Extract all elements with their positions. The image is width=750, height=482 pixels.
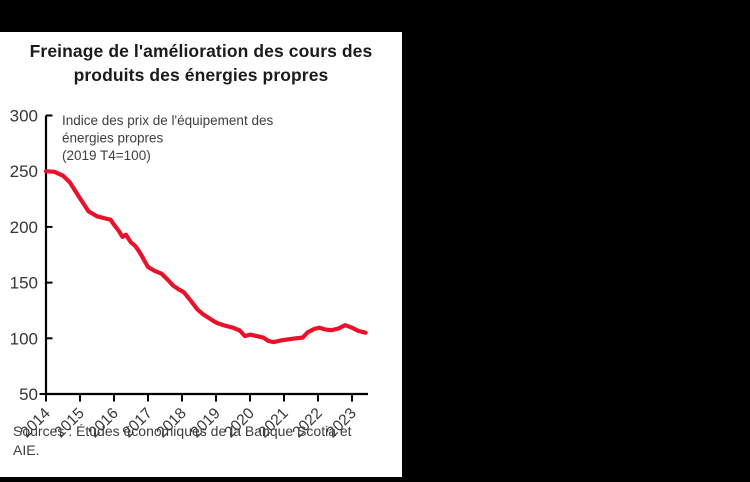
y-tick-label: 100 <box>10 329 38 348</box>
axes <box>44 115 368 396</box>
source-note-line-1: Sources : Études économiques de la Banqu… <box>13 423 352 439</box>
chart-panel: Freinage de l'amélioration des cours des… <box>0 32 402 477</box>
y-tick-labels: 50 100 150 200 250 300 <box>10 107 38 405</box>
y-tick-label: 250 <box>10 162 38 181</box>
chart-title-line-1: Freinage de l'amélioration des cours des <box>29 41 373 61</box>
y-tick-label: 200 <box>10 218 38 237</box>
annotation-line: énergies propres <box>62 131 164 146</box>
chart-title: Freinage de l'amélioration des cours des… <box>0 39 402 87</box>
source-note-line-2: AIE. <box>13 442 40 458</box>
y-tick-label: 300 <box>10 107 38 126</box>
y-tick-label: 50 <box>19 385 38 404</box>
line-chart: 5010015020025030020142015201620172018201… <box>10 107 368 441</box>
annotation-line: (2019 T4=100) <box>62 148 151 163</box>
chart-title-line-2: produits des énergies propres <box>73 65 329 85</box>
data-line <box>43 169 368 345</box>
source-note: Sources : Études économiques de la Banqu… <box>13 422 393 460</box>
x-ticks <box>45 394 353 402</box>
y-tick-label: 150 <box>10 274 38 293</box>
series-annotation: Indice des prix de l'équipement des énerg… <box>62 113 273 163</box>
annotation-line: Indice des prix de l'équipement des <box>62 113 273 128</box>
